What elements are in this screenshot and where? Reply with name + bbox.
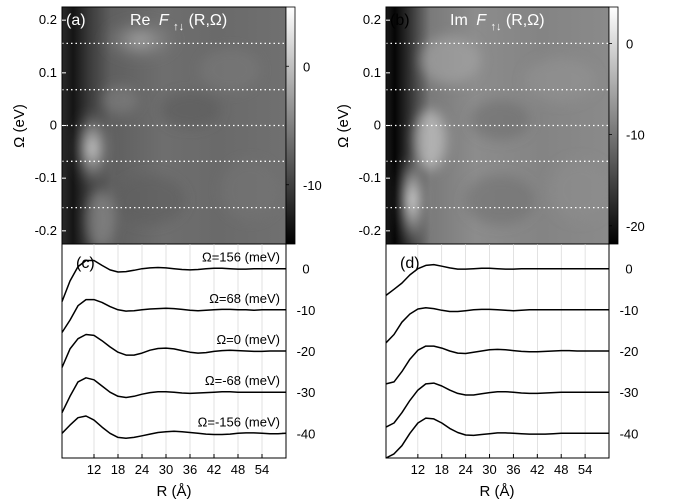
panel-c-series-line: [61, 298, 286, 333]
panel-d-xtick-label: 36: [506, 462, 520, 477]
panel-d-ytick-label: -30: [620, 385, 639, 400]
panel-a-ytick-label: 0.2: [39, 12, 57, 27]
panel-a-dotted-lines: [62, 42, 286, 209]
panel-c-xtick-label: 36: [183, 462, 197, 477]
panel-d-xtick-label: 48: [554, 462, 568, 477]
panel-a-ytick-label: -0.1: [35, 170, 57, 185]
panel-d-series-line: [385, 263, 609, 296]
panel-d-series-line: [385, 345, 609, 385]
panel-b-title: Im F ↑↓ (R,Ω): [450, 12, 545, 34]
panel-b-ytick-label: 0: [374, 118, 381, 133]
panel-a-ytick-label: 0.1: [39, 65, 57, 80]
panel-c-label: (c): [76, 255, 95, 272]
panel-a-colorbar-label: -10: [303, 178, 322, 193]
panel-a-ylabel: Ω (eV): [11, 104, 28, 148]
panel-a-label: (a): [66, 12, 86, 29]
panel-c-ytick-label: -10: [297, 303, 316, 318]
panel-a-colorbar-label: 0: [303, 59, 310, 74]
panel-d-series: [385, 263, 609, 459]
panel-d-xtick-label: 54: [578, 462, 592, 477]
panel-c-y-ticks: 0 -10 -20 -30 -40: [282, 262, 316, 441]
panel-d-y-ticks: 0 -10 -20 -30 -40: [605, 262, 639, 441]
panel-c-series-line: [61, 415, 287, 439]
panel-d-label: (d): [400, 255, 420, 272]
panel-d-ytick-label: -20: [620, 344, 639, 359]
panel-d-lines: (d) 12 18 24 30 36 42 48 54 0 -10 -20 -30 -40 R (Å): [385, 243, 639, 500]
panel-d-xtick-label: 24: [458, 462, 472, 477]
panel-a-ytick-label: -0.2: [35, 223, 57, 238]
panel-c-series-label: Ω=68 (meV): [209, 291, 280, 306]
panel-b-dotted-lines: [386, 42, 609, 209]
panel-b-heatmap: (b) Im F ↑↓ (R,Ω) 0.2 0.1 0 -0.1 -0.2 Ω (eV)…: [335, 6, 645, 245]
panel-c-series-line: [61, 333, 286, 368]
panel-c-ytick-label: -20: [297, 344, 316, 359]
panel-c-series-label: Ω=-156 (meV): [198, 414, 280, 429]
panel-a-heatmap: (a) Re F ↑↓ (R,Ω) 0.2 0.1 0 -0.1 -0.2 Ω (eV)…: [11, 6, 322, 245]
panel-b-colorbar-ticks: 0 -10 -20: [609, 36, 645, 234]
panel-b-colorbar-label: -20: [626, 219, 645, 234]
panel-b-colorbar-label: -10: [626, 128, 645, 143]
panel-d-xlabel: R (Å): [480, 483, 515, 500]
panel-c-ytick-label: -30: [297, 385, 316, 400]
panel-d-xtick-label: 30: [482, 462, 496, 477]
panel-c-xtick-label: 48: [231, 462, 245, 477]
panel-c-series: [61, 259, 287, 439]
panel-c-series-label: Ω=0 (meV): [216, 332, 280, 347]
panel-b-ytick-label: -0.2: [359, 223, 381, 238]
panel-c-xtick-label: 12: [87, 462, 101, 477]
panel-c-xtick-label: 24: [135, 462, 149, 477]
panel-a-colorbar: [285, 6, 296, 245]
panel-d-xtick-label: 42: [530, 462, 544, 477]
panel-c-series-line: [61, 259, 286, 302]
panel-c-xtick-label: 30: [159, 462, 173, 477]
panel-d-series-line: [385, 417, 609, 459]
panel-c-series-line: [61, 377, 286, 414]
panel-b-ytick-label: 0.2: [363, 12, 381, 27]
panel-c-xtick-label: 18: [111, 462, 125, 477]
panel-c-series-label: Ω=-68 (meV): [205, 373, 280, 388]
panel-c-series-labels: Ω=156 (meV) Ω=68 (meV) Ω=0 (meV) Ω=-68 (meV…: [198, 250, 280, 430]
panel-c-ytick-label: -40: [297, 426, 316, 441]
panel-d-ytick-label: -40: [620, 426, 639, 441]
panel-a-title: Re F ↑↓ (R,Ω): [130, 12, 227, 34]
panel-a-y-ticks: 0.2 0.1 0 -0.1 -0.2: [35, 12, 66, 238]
panel-b-colorbar: [608, 6, 619, 245]
panel-c-xtick-label: 54: [255, 462, 269, 477]
panel-b-ytick-label: -0.1: [359, 170, 381, 185]
panel-b-colorbar-label: 0: [626, 36, 633, 51]
panel-b-ylabel: Ω (eV): [335, 104, 352, 148]
panel-c-x-ticks: 12 18 24 30 36 42 48 54: [87, 454, 269, 477]
panel-d-xtick-label: 12: [411, 462, 425, 477]
panel-c-xlabel: R (Å): [157, 483, 192, 500]
panel-d-series-line: [385, 307, 609, 344]
panel-d-xtick-label: 18: [435, 462, 449, 477]
panel-c-ytick-label: 0: [302, 262, 309, 277]
panel-c-series-label: Ω=156 (meV): [202, 250, 280, 265]
panel-b-label: (b): [390, 12, 410, 29]
panel-a-ytick-label: 0: [50, 118, 57, 133]
panel-d-ytick-label: 0: [625, 262, 632, 277]
panel-c-lines: Ω=156 (meV) Ω=68 (meV) Ω=0 (meV) Ω=-68 (meV…: [61, 243, 316, 500]
panel-d-series-line: [385, 382, 609, 428]
panel-c-xtick-label: 42: [207, 462, 221, 477]
panel-a-colorbar-ticks: 0 -10: [286, 59, 322, 193]
panel-d-ytick-label: -10: [620, 303, 639, 318]
panel-b-y-ticks: 0.2 0.1 0 -0.1 -0.2: [359, 12, 390, 238]
panel-b-ytick-label: 0.1: [363, 65, 381, 80]
panel-d-x-ticks: 12 18 24 30 36 42 48 54: [411, 454, 592, 477]
